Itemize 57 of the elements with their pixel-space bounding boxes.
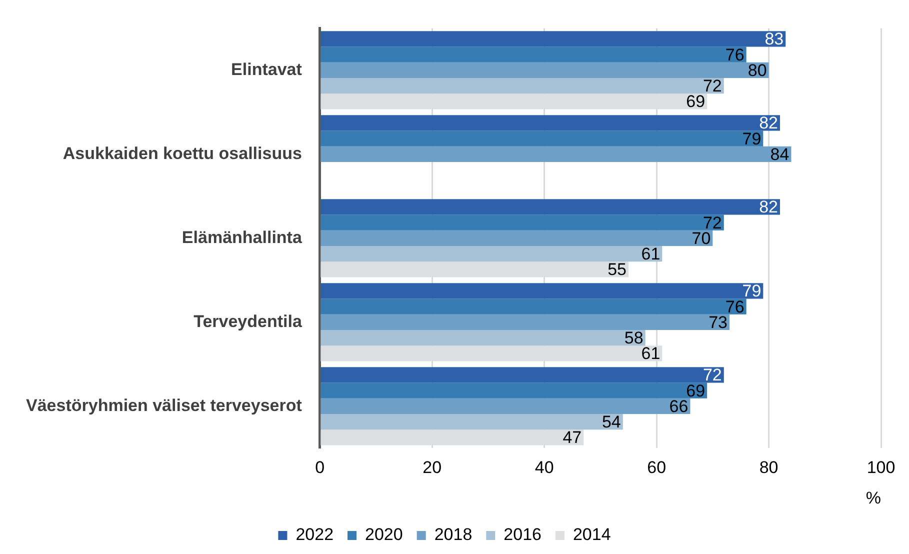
bar xyxy=(320,283,764,299)
x-tick-label: 100 xyxy=(866,458,896,478)
data-label: 72 xyxy=(702,366,722,385)
legend-label: 2022 xyxy=(296,525,334,544)
data-label: 73 xyxy=(708,312,728,332)
bar xyxy=(320,214,724,230)
legend-label: 2020 xyxy=(365,525,403,544)
data-label: 55 xyxy=(608,260,627,280)
data-label: 61 xyxy=(641,344,660,364)
data-label: 79 xyxy=(742,282,762,301)
y-tick-label: Asukkaiden koettu osallisuus xyxy=(62,144,302,163)
data-label: 47 xyxy=(562,428,582,448)
data-label: 79 xyxy=(742,129,762,148)
bar xyxy=(320,382,708,398)
bar xyxy=(320,62,769,78)
data-label: 82 xyxy=(759,114,778,133)
x-tick-label: 80 xyxy=(759,458,778,478)
bar xyxy=(320,115,780,131)
bar xyxy=(320,314,730,330)
bar xyxy=(320,146,792,162)
legend-label: 2018 xyxy=(434,525,472,544)
data-label: 76 xyxy=(725,45,744,64)
data-label: 66 xyxy=(669,396,688,416)
data-label: 69 xyxy=(686,381,706,400)
bar xyxy=(320,199,780,215)
legend-label: 2014 xyxy=(572,525,611,544)
y-tick-label: Terveydentila xyxy=(194,312,302,331)
y-tick-label: Elämänhallinta xyxy=(182,228,302,247)
data-label: 72 xyxy=(702,76,722,96)
data-label: 82 xyxy=(759,198,778,217)
x-axis-title: % xyxy=(866,488,881,508)
data-label: 69 xyxy=(686,92,706,112)
data-label: 61 xyxy=(641,244,660,264)
x-tick-label: 0 xyxy=(315,458,325,478)
y-tick-label: Väestöryhmien väliset terveyserot xyxy=(26,396,302,415)
data-label: 58 xyxy=(624,328,644,348)
bar xyxy=(320,130,764,146)
bar xyxy=(320,367,724,383)
data-label: 83 xyxy=(764,30,784,49)
data-label: 76 xyxy=(725,297,744,316)
bar xyxy=(320,230,713,246)
x-tick-label: 20 xyxy=(422,458,442,478)
bar xyxy=(320,414,623,430)
bar xyxy=(320,398,690,414)
y-tick-label: Elintavat xyxy=(231,60,302,79)
x-tick-label: 40 xyxy=(534,458,554,478)
bar xyxy=(320,31,786,47)
legend-label: 2016 xyxy=(504,525,542,544)
bar xyxy=(320,78,724,94)
bar xyxy=(320,246,662,262)
bar xyxy=(320,330,646,346)
x-tick-label: 60 xyxy=(647,458,666,478)
data-label: 80 xyxy=(748,60,767,80)
data-label: 54 xyxy=(602,412,621,432)
bar xyxy=(320,298,746,314)
bar xyxy=(320,46,746,62)
data-label: 84 xyxy=(770,144,790,164)
